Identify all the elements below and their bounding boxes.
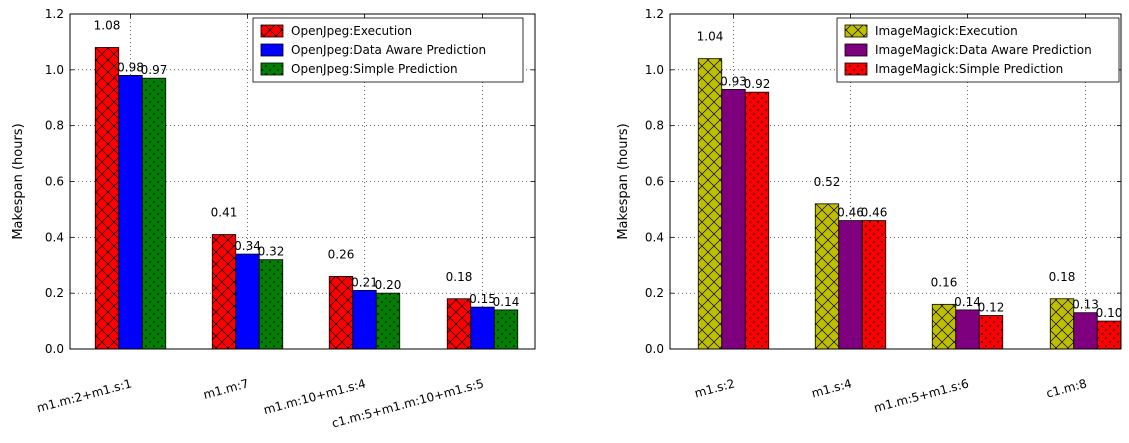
bar-value-label: 0.20	[375, 278, 402, 292]
legend-swatch-hatch	[845, 25, 867, 37]
bar-value-label: 0.21	[351, 275, 378, 289]
bar-hatch-cross	[932, 304, 956, 349]
bar-value-label: 0.10	[1096, 306, 1123, 320]
bar-value-label: 0.14	[493, 295, 520, 309]
legend-swatch-hatch	[261, 63, 283, 75]
y-tick-label: 0.4	[645, 230, 664, 244]
bar-hatch-dots	[259, 259, 283, 349]
bar-value-label: 0.18	[446, 270, 473, 284]
y-tick-label: 0.4	[45, 230, 64, 244]
legend-entry-label: ImageMagick:Simple Prediction	[875, 62, 1063, 76]
bar-imagemagick-data-aware-prediction	[1073, 312, 1098, 350]
bar-value-label: 0.46	[837, 206, 864, 220]
y-tick-label: 0.0	[645, 342, 664, 356]
axes-frame	[669, 13, 1122, 350]
bar-hatch-cross	[329, 276, 353, 349]
legend: ImageMagick:Execution ImageMagick:Data Aw…	[836, 17, 1120, 83]
bar-value-label: 0.26	[328, 247, 355, 261]
legend-swatch	[844, 43, 868, 57]
legend-swatch-hatch	[261, 25, 283, 37]
axes-frame	[69, 13, 536, 350]
legend-entry-label: OpenJpeg:Data Aware Prediction	[291, 43, 486, 57]
x-tick-label: m1.m:2+m1.s:1	[35, 376, 133, 415]
legend: OpenJpeg:Execution OpenJpeg:Data Aware Pr…	[252, 17, 524, 83]
bar-hatch-dots	[142, 78, 166, 349]
bar-value-label: 0.98	[117, 60, 144, 74]
bar-value-label: 0.15	[469, 292, 496, 306]
bar-openjpeg-data-aware-prediction	[118, 75, 143, 350]
x-tick-label: m1.m:5+m1.s:6	[872, 376, 970, 415]
y-tick-label: 1.0	[645, 63, 664, 77]
bar-value-label: 0.97	[141, 63, 168, 77]
x-tick-label: m1.m:7	[202, 376, 251, 402]
y-axis-label: Makespan (hours)	[616, 123, 631, 239]
bar-imagemagick-data-aware-prediction	[838, 220, 863, 350]
chart-2: 0.0 0.2 0.4 0.6 0.8 1.0 1.2 1.04 0.52 0.16 0.18 0.9…	[616, 7, 1122, 415]
bar-hatch-cross	[815, 203, 839, 349]
bar-value-label: 0.93	[720, 74, 747, 88]
bar-value-label: 0.18	[1049, 270, 1076, 284]
bar-value-label: 0.34	[234, 239, 261, 253]
bar-value-label: 0.41	[211, 206, 238, 220]
y-tick-label: 1.2	[645, 7, 664, 21]
bar-hatch-cross	[95, 47, 119, 349]
bar-value-label: 0.16	[931, 275, 958, 289]
bar-hatch-cross	[447, 298, 471, 349]
legend-box	[836, 17, 1120, 83]
x-tick-label: m1.s:4	[810, 376, 853, 400]
bar-openjpeg-data-aware-prediction	[352, 289, 377, 350]
y-tick-label: 1.0	[45, 63, 64, 77]
bar-value-label: 0.32	[258, 245, 285, 259]
legend-entry-label: ImageMagick:Execution	[875, 24, 1018, 38]
bar-openjpeg-data-aware-prediction	[470, 306, 495, 350]
y-tick-label: 0.8	[45, 119, 64, 133]
y-tick-label: 0.6	[45, 175, 64, 189]
bar-hatch-dots	[862, 220, 886, 349]
y-tick-label: 1.2	[45, 7, 64, 21]
legend-entry-label: OpenJpeg:Execution	[291, 24, 412, 38]
y-tick-label: 0.0	[45, 342, 64, 356]
bar-hatch-cross	[212, 234, 236, 349]
x-tick-label: m1.s:2	[693, 376, 736, 400]
bar-value-label: 0.46	[861, 206, 888, 220]
x-tick-label: c1.m:8	[1045, 376, 1089, 400]
bar-value-label: 0.92	[744, 77, 771, 91]
y-axis-label: Makespan (hours)	[11, 123, 26, 239]
legend-entry-label: ImageMagick:Data Aware Prediction	[875, 43, 1092, 57]
y-tick-label: 0.2	[45, 286, 64, 300]
bar-value-label: 0.52	[814, 175, 841, 189]
y-tick-label: 0.6	[645, 175, 664, 189]
bar-imagemagick-data-aware-prediction	[955, 309, 980, 350]
legend-swatch	[260, 43, 284, 57]
chart-1: 0.0 0.2 0.4 0.6 0.8 1.0 1.2 1.08 0.41 0.26 0.18 0.9…	[11, 7, 536, 430]
bar-hatch-dots	[1097, 321, 1121, 349]
bar-hatch-cross	[698, 58, 722, 350]
bar-value-label: 0.14	[954, 295, 981, 309]
bar-hatch-dots	[745, 92, 769, 350]
y-tick-label: 0.2	[645, 286, 664, 300]
bar-openjpeg-data-aware-prediction	[235, 253, 260, 350]
legend-swatch-hatch	[845, 63, 867, 75]
bar-value-label: 0.13	[1072, 298, 1099, 312]
bar-hatch-dots	[376, 293, 400, 349]
bar-hatch-cross	[1050, 298, 1074, 349]
legend-entry-label: OpenJpeg:Simple Prediction	[291, 62, 458, 76]
bar-imagemagick-data-aware-prediction	[721, 88, 746, 350]
bar-value-label: 1.04	[697, 30, 724, 44]
bar-value-label: 0.12	[978, 301, 1005, 315]
bar-value-label: 1.08	[94, 19, 121, 33]
y-tick-label: 0.8	[645, 119, 664, 133]
legend-box	[252, 17, 524, 83]
bar-hatch-dots	[979, 315, 1003, 349]
bar-hatch-dots	[494, 309, 518, 349]
